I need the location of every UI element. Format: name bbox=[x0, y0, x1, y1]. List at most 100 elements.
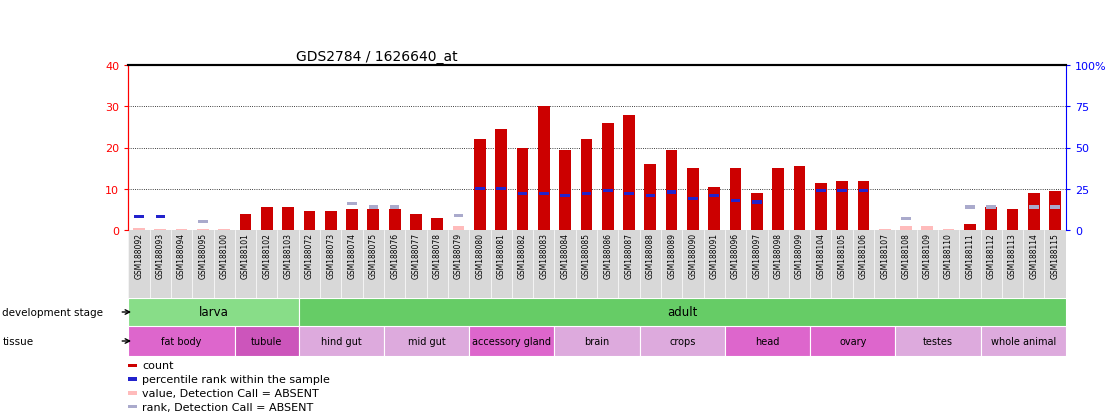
Bar bbox=[299, 298, 1066, 326]
Bar bbox=[155, 216, 165, 219]
Bar bbox=[539, 192, 549, 196]
Bar bbox=[793, 167, 806, 230]
Bar bbox=[517, 148, 528, 230]
Bar bbox=[943, 229, 954, 230]
Bar bbox=[388, 210, 401, 230]
Bar bbox=[128, 326, 234, 356]
Text: GSM188077: GSM188077 bbox=[412, 233, 421, 278]
Text: GSM188101: GSM188101 bbox=[241, 233, 250, 278]
Bar bbox=[198, 229, 209, 230]
Text: rank, Detection Call = ABSENT: rank, Detection Call = ABSENT bbox=[142, 401, 314, 412]
Bar bbox=[731, 199, 740, 202]
Bar bbox=[475, 188, 484, 191]
Text: head: head bbox=[756, 336, 780, 346]
Bar bbox=[133, 228, 145, 230]
Bar bbox=[580, 140, 593, 230]
Text: GSM188108: GSM188108 bbox=[902, 233, 911, 278]
Bar bbox=[1007, 210, 1019, 230]
Bar bbox=[175, 229, 187, 230]
Bar bbox=[666, 150, 677, 230]
Text: GSM188074: GSM188074 bbox=[347, 233, 356, 278]
Bar bbox=[128, 405, 137, 408]
Bar bbox=[985, 208, 997, 230]
Text: percentile rank within the sample: percentile rank within the sample bbox=[142, 374, 330, 384]
Text: GSM188109: GSM188109 bbox=[923, 233, 932, 278]
Text: GSM188092: GSM188092 bbox=[135, 233, 144, 278]
Text: GSM188091: GSM188091 bbox=[710, 233, 719, 278]
Bar bbox=[857, 181, 869, 230]
Text: GSM188096: GSM188096 bbox=[731, 233, 740, 278]
Bar bbox=[474, 140, 485, 230]
Bar bbox=[858, 189, 868, 192]
Bar bbox=[560, 194, 570, 197]
Bar bbox=[689, 197, 698, 201]
Bar bbox=[965, 206, 974, 209]
Bar bbox=[559, 150, 571, 230]
Bar bbox=[199, 221, 208, 224]
Bar bbox=[154, 229, 166, 230]
Text: GSM188097: GSM188097 bbox=[752, 233, 761, 278]
Text: GSM188115: GSM188115 bbox=[1050, 233, 1059, 278]
Bar bbox=[304, 212, 316, 230]
Text: GSM188110: GSM188110 bbox=[944, 233, 953, 278]
Bar bbox=[518, 192, 527, 196]
Text: brain: brain bbox=[585, 336, 609, 346]
Text: GSM188072: GSM188072 bbox=[305, 233, 314, 278]
Bar bbox=[623, 115, 635, 230]
Text: GSM188100: GSM188100 bbox=[220, 233, 229, 278]
Bar bbox=[902, 217, 911, 221]
Bar bbox=[1050, 206, 1060, 209]
Bar bbox=[240, 214, 251, 230]
Bar bbox=[234, 326, 299, 356]
Text: GSM188082: GSM188082 bbox=[518, 233, 527, 278]
Text: GSM188089: GSM188089 bbox=[667, 233, 676, 278]
Text: testes: testes bbox=[923, 336, 953, 346]
Text: crops: crops bbox=[670, 336, 695, 346]
Bar bbox=[134, 216, 144, 219]
Text: GSM188111: GSM188111 bbox=[965, 233, 974, 278]
Bar bbox=[496, 130, 507, 230]
Text: GSM188086: GSM188086 bbox=[604, 233, 613, 278]
Bar bbox=[752, 201, 761, 204]
Bar bbox=[922, 226, 933, 230]
Bar bbox=[384, 326, 469, 356]
Text: GSM188080: GSM188080 bbox=[475, 233, 484, 278]
Text: GSM188085: GSM188085 bbox=[581, 233, 590, 278]
Bar bbox=[555, 326, 639, 356]
Bar bbox=[1029, 206, 1039, 209]
Bar bbox=[325, 212, 337, 230]
Text: GSM188113: GSM188113 bbox=[1008, 233, 1017, 278]
Bar bbox=[347, 202, 357, 206]
Bar bbox=[602, 123, 614, 230]
Text: GSM188095: GSM188095 bbox=[199, 233, 208, 278]
Bar bbox=[687, 169, 699, 230]
Bar bbox=[815, 183, 827, 230]
Text: hind gut: hind gut bbox=[321, 336, 362, 346]
Text: GSM188102: GSM188102 bbox=[262, 233, 271, 278]
Bar bbox=[346, 210, 358, 230]
Bar bbox=[128, 364, 137, 367]
Bar bbox=[810, 326, 895, 356]
Bar bbox=[410, 214, 422, 230]
Text: GSM188094: GSM188094 bbox=[177, 233, 186, 278]
Bar bbox=[219, 229, 230, 230]
Bar bbox=[453, 226, 464, 230]
Bar bbox=[901, 226, 912, 230]
Bar bbox=[497, 188, 506, 191]
Bar bbox=[772, 169, 785, 230]
Text: GSM188083: GSM188083 bbox=[539, 233, 548, 278]
Text: whole animal: whole animal bbox=[991, 336, 1056, 346]
Bar bbox=[368, 206, 378, 209]
Bar bbox=[725, 326, 810, 356]
Text: GSM188107: GSM188107 bbox=[881, 233, 889, 278]
Bar bbox=[644, 165, 656, 230]
Text: count: count bbox=[142, 361, 173, 370]
Bar bbox=[667, 191, 676, 194]
Bar bbox=[639, 326, 725, 356]
Text: GSM188076: GSM188076 bbox=[391, 233, 400, 278]
Bar bbox=[816, 189, 826, 192]
Bar bbox=[367, 210, 379, 230]
Text: GSM188098: GSM188098 bbox=[773, 233, 782, 278]
Bar bbox=[581, 192, 591, 196]
Bar bbox=[981, 326, 1066, 356]
